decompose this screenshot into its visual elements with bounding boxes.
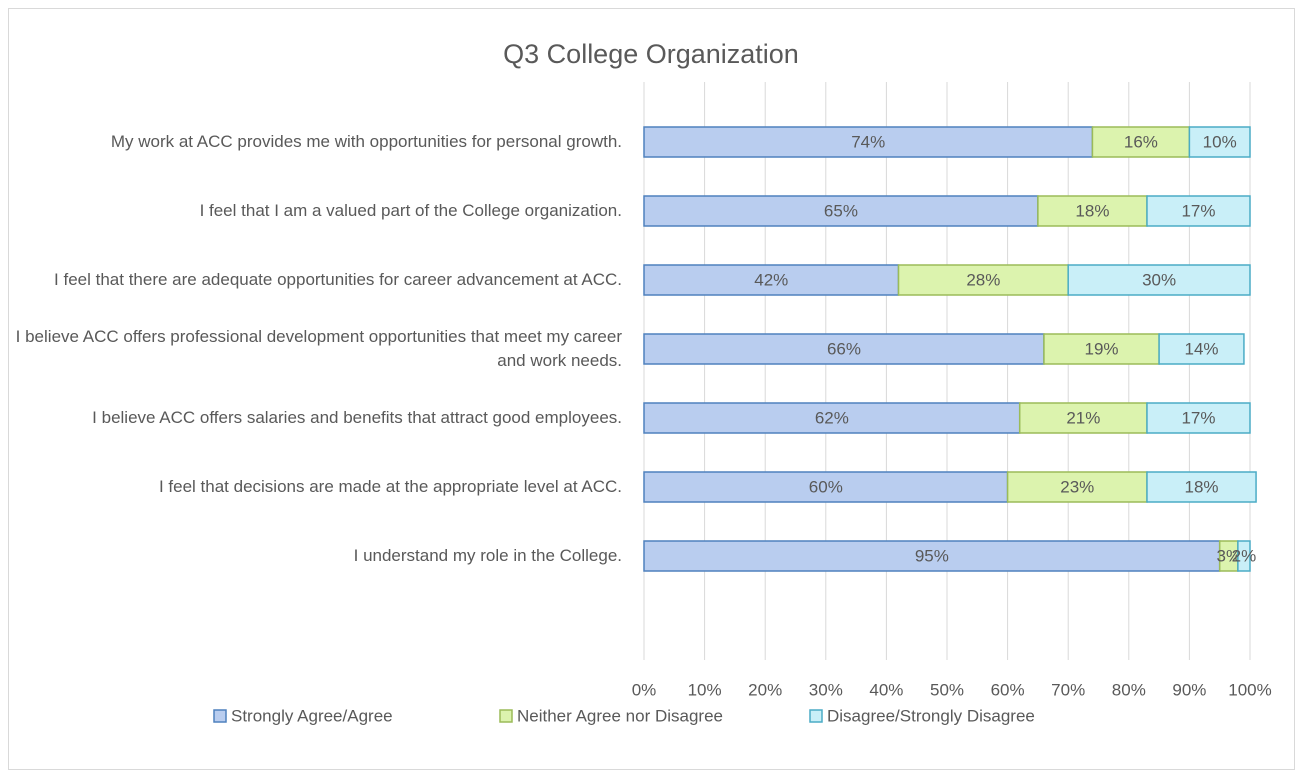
legend-label: Neither Agree nor Disagree: [517, 706, 723, 725]
bar-segment: [1237, 540, 1251, 572]
category-label: I feel that I am a valued part of the Co…: [199, 201, 622, 220]
bar-segment: [643, 126, 1094, 158]
bar-segment: [1067, 264, 1251, 296]
data-label: 30%: [1142, 270, 1176, 289]
legend-swatch: [499, 709, 513, 723]
data-label: 28%: [966, 270, 1000, 289]
bar-segment: [643, 471, 1009, 503]
category-label: My work at ACC provides me with opportun…: [110, 132, 622, 151]
data-label: 60%: [809, 477, 843, 496]
bar-segment: [1006, 471, 1148, 503]
bar-segment: [1188, 126, 1251, 158]
data-label: 95%: [915, 546, 949, 565]
bar-segment: [1146, 195, 1251, 227]
bar-segment: [1018, 402, 1148, 434]
bar-segment: [643, 402, 1021, 434]
data-label: 16%: [1124, 132, 1158, 151]
bar-segment: [643, 195, 1039, 227]
bar-segment: [1146, 471, 1257, 503]
x-tick-label: 60%: [991, 680, 1025, 699]
chart-border: [8, 8, 1295, 770]
category-label: I believe ACC offers salaries and benefi…: [92, 408, 622, 427]
bar-segment: [1091, 126, 1191, 158]
data-label: 18%: [1075, 201, 1109, 220]
category-label: I feel that there are adequate opportuni…: [54, 270, 622, 289]
x-tick-label: 70%: [1051, 680, 1085, 699]
x-tick-label: 50%: [930, 680, 964, 699]
legend-swatch: [213, 709, 227, 723]
data-label: 3%: [1217, 546, 1242, 565]
x-tick-label: 20%: [748, 680, 782, 699]
data-label: 42%: [754, 270, 788, 289]
x-tick-label: 90%: [1172, 680, 1206, 699]
data-label: 17%: [1181, 201, 1215, 220]
data-label: 74%: [851, 132, 885, 151]
data-label: 19%: [1085, 339, 1119, 358]
category-label: I feel that decisions are made at the ap…: [158, 477, 622, 496]
legend-label: Strongly Agree/Agree: [231, 706, 393, 725]
x-tick-label: 40%: [869, 680, 903, 699]
data-label: 17%: [1181, 408, 1215, 427]
data-label: 21%: [1066, 408, 1100, 427]
data-label: 10%: [1203, 132, 1237, 151]
category-label: I understand my role in the College.: [353, 546, 622, 565]
x-tick-label: 0%: [632, 680, 657, 699]
data-label: 62%: [815, 408, 849, 427]
data-label: 14%: [1185, 339, 1219, 358]
bar-segment: [1043, 333, 1160, 365]
x-tick-label: 80%: [1112, 680, 1146, 699]
bar-segment: [1146, 402, 1251, 434]
bar-segment: [1158, 333, 1245, 365]
category-label: I believe ACC offers professional develo…: [15, 327, 622, 370]
x-tick-label: 30%: [809, 680, 843, 699]
data-label: 18%: [1185, 477, 1219, 496]
bar-segment: [643, 264, 900, 296]
bar-segment: [643, 540, 1221, 572]
data-label: 66%: [827, 339, 861, 358]
x-tick-label: 100%: [1228, 680, 1271, 699]
x-tick-label: 10%: [688, 680, 722, 699]
chart-title: Q3 College Organization: [503, 39, 799, 69]
legend-label: Disagree/Strongly Disagree: [827, 706, 1035, 725]
data-label: 2%: [1232, 546, 1257, 565]
bar-segment: [1037, 195, 1148, 227]
data-label: 23%: [1060, 477, 1094, 496]
data-label: 65%: [824, 201, 858, 220]
legend-swatch: [809, 709, 823, 723]
